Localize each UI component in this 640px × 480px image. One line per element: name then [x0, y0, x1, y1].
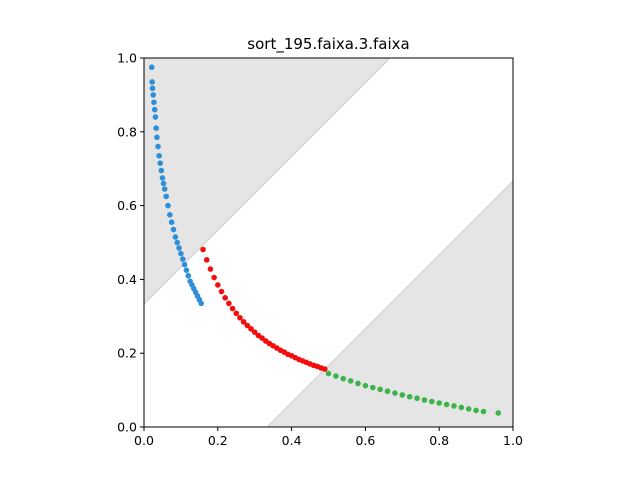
data-point-series-1	[160, 180, 167, 187]
data-point-series-2	[226, 300, 232, 307]
data-point-series-2	[233, 310, 240, 317]
data-point-series-2	[218, 288, 225, 295]
data-point-series-3	[451, 403, 457, 409]
data-point-series-3	[355, 380, 361, 387]
data-point-series-2	[244, 322, 251, 329]
data-point-series-3	[406, 393, 413, 400]
data-point-series-2	[211, 274, 217, 281]
data-point-series-2	[251, 329, 258, 335]
data-point-series-1	[198, 300, 204, 307]
y-tick-label: 0.4	[117, 272, 137, 287]
data-point-series-1	[172, 234, 179, 240]
data-point-series-3	[465, 406, 472, 412]
data-point-series-1	[179, 256, 186, 262]
x-tick-label: 1.0	[503, 433, 523, 448]
data-point-series-2	[229, 305, 236, 312]
data-point-series-1	[151, 106, 158, 113]
chart-title: sort_195.faixa.3.faixa	[247, 35, 409, 54]
data-point-series-3	[362, 382, 369, 389]
data-point-series-3	[414, 395, 420, 402]
data-point-series-1	[181, 261, 188, 268]
data-point-series-1	[155, 143, 161, 150]
data-point-series-2	[207, 266, 214, 272]
data-point-series-3	[333, 373, 339, 379]
x-tick-label: 0.4	[282, 433, 302, 448]
data-point-series-1	[156, 152, 162, 159]
y-tick-label: 0.0	[117, 420, 137, 435]
data-point-series-3	[473, 407, 479, 414]
x-tick-label: 0.8	[429, 433, 449, 448]
y-tick-label: 0.2	[117, 346, 137, 361]
data-point-series-3	[429, 398, 435, 405]
data-point-series-1	[157, 160, 164, 166]
data-point-series-1	[168, 219, 175, 225]
data-point-series-1	[151, 99, 157, 106]
data-point-series-3	[340, 375, 347, 382]
shaded-band-2	[266, 180, 513, 427]
data-point-series-1	[148, 64, 155, 71]
y-tick-label: 0.6	[117, 198, 137, 213]
data-point-series-3	[443, 401, 450, 408]
data-point-series-3	[495, 410, 502, 416]
data-point-series-1	[158, 167, 165, 174]
data-point-series-2	[248, 326, 254, 332]
data-point-series-1	[165, 202, 171, 209]
data-point-series-1	[161, 186, 168, 192]
x-axis: 0.0 0.2 0.4 0.6 0.8 1.0	[134, 427, 523, 448]
data-point-series-1	[170, 226, 177, 233]
data-points	[148, 64, 502, 416]
x-tick-label: 0.0	[134, 433, 154, 448]
data-point-series-3	[480, 408, 487, 415]
data-point-series-2	[215, 282, 221, 288]
data-point-series-3	[369, 384, 376, 391]
data-point-series-1	[163, 193, 169, 200]
data-point-series-1	[159, 175, 166, 181]
data-point-series-1	[150, 92, 157, 98]
y-axis: 0.0 0.2 0.4 0.6 0.8 1.0	[117, 51, 144, 435]
data-point-series-1	[149, 79, 155, 85]
data-point-series-2	[222, 295, 228, 301]
data-point-series-1	[178, 250, 184, 257]
data-point-series-1	[174, 239, 181, 246]
data-point-series-2	[240, 319, 247, 325]
y-tick-label: 0.8	[117, 124, 137, 139]
data-point-series-1	[176, 245, 182, 251]
data-point-series-2	[237, 314, 243, 321]
data-point-series-3	[436, 400, 443, 406]
data-point-series-1	[153, 125, 159, 131]
shaded-bands	[144, 58, 513, 427]
data-point-series-2	[200, 246, 206, 253]
data-point-series-3	[377, 386, 383, 393]
data-point-series-3	[347, 378, 354, 384]
data-point-series-2	[322, 366, 328, 372]
data-point-series-3	[399, 392, 406, 398]
data-point-series-1	[167, 212, 173, 218]
data-point-series-1	[154, 134, 160, 141]
data-point-series-3	[384, 388, 391, 395]
shaded-band-1	[144, 58, 391, 305]
data-point-series-1	[152, 114, 159, 120]
data-point-series-3	[421, 397, 428, 403]
data-point-series-3	[458, 404, 465, 411]
data-point-series-3	[392, 390, 398, 396]
data-point-series-1	[183, 267, 190, 273]
data-point-series-3	[325, 370, 332, 377]
data-point-series-1	[185, 272, 192, 279]
x-tick-label: 0.2	[208, 433, 228, 448]
plot-frame	[143, 57, 514, 428]
x-tick-label: 0.6	[355, 433, 375, 448]
data-point-series-2	[203, 257, 210, 263]
data-point-series-1	[149, 85, 156, 92]
y-tick-label: 1.0	[117, 51, 137, 66]
